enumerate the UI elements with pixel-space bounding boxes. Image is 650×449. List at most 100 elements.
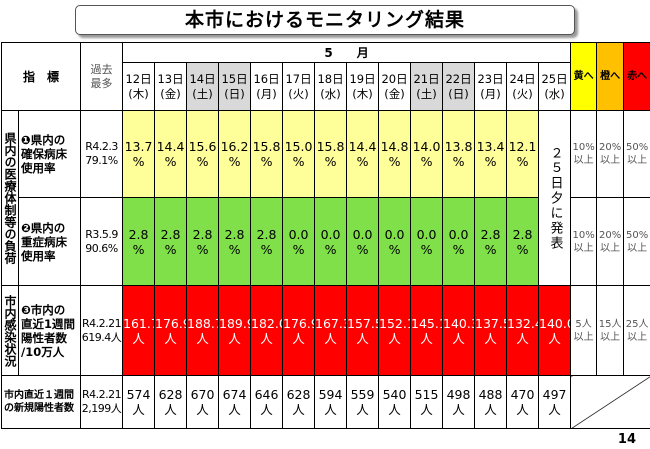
value-cell: 15.8 % [250, 110, 284, 198]
value-cell: 646 人 [250, 375, 284, 429]
value-cell: 167.3 人 [314, 285, 348, 376]
table-row: 市内感染状況 ❸市内の 直近1週間 陽性者数 /10万人 R4.2.21 619.4… [1, 285, 650, 376]
indicator-header: 指 標 [0, 42, 82, 111]
threshold: 10% 以上 [570, 197, 598, 286]
value-cell: 13.7 % [122, 110, 156, 198]
value-cell: 15.8 % [314, 110, 348, 198]
date-weekday: (水) [320, 86, 341, 101]
value-cell: 2.8 % [506, 197, 540, 286]
value-cell: 15.6 % [186, 110, 220, 198]
value-cell: 2.8 % [474, 197, 508, 286]
value-cell: 137.5 人 [474, 285, 508, 376]
date-weekday: (日) [224, 86, 245, 101]
date-header: 23日 (月) [474, 62, 508, 111]
date-weekday: (金) [160, 86, 181, 101]
peak-value: R3.5.9 90.6% [80, 197, 124, 286]
date-header: 14日 (土) [186, 62, 220, 111]
value-cell: 14.4 % [346, 110, 380, 198]
value-cell: 0.0 % [378, 197, 412, 286]
value-cell: 176.9 人 [154, 285, 188, 376]
value-cell: 189.9 人 [218, 285, 252, 376]
date-weekday: (水) [544, 86, 565, 101]
group-label: 市内感染状況 [1, 285, 19, 376]
value-cell: 540 人 [378, 375, 412, 429]
indicator-label: ❸市内の 直近1週間 陽性者数 /10万人 [17, 285, 82, 376]
threshold: 20% 以上 [596, 197, 625, 286]
value-cell: 670 人 [186, 375, 220, 429]
value-cell: 0.0 % [282, 197, 316, 286]
threshold: 15人 以上 [596, 285, 625, 376]
threshold: 20% 以上 [596, 110, 625, 198]
threshold: 50% 以上 [623, 197, 650, 286]
date-header: 18日 (水) [314, 62, 348, 111]
value-cell: 0.0 % [410, 197, 444, 286]
threshold: 50% 以上 [623, 110, 650, 198]
value-cell: 140.3 人 [442, 285, 476, 376]
date-weekday: (木) [128, 86, 149, 101]
page-number: 14 [617, 432, 636, 447]
monitoring-table: 指 標過去 最多 5 月黄へ 橙へ 赤へ 12日 (木) 13日 (金) 14日 (土) 15日 (日… [0, 42, 650, 429]
date-header: 17日 (火) [282, 62, 316, 111]
date-header: 22日 (日) [442, 62, 476, 111]
value-cell: 14.4 % [154, 110, 188, 198]
date-day: 14日 [189, 71, 216, 86]
value-cell: 13.8 % [442, 110, 476, 198]
date-header: 20日 (金) [378, 62, 412, 111]
date-day: 23日 [477, 71, 504, 86]
date-day: 19日 [349, 71, 376, 86]
date-weekday: (火) [288, 86, 309, 101]
value-cell: 16.2 % [218, 110, 252, 198]
month-header: 5 月 [122, 42, 572, 63]
value-cell: 2.8 % [186, 197, 220, 286]
date-weekday: (木) [352, 86, 373, 101]
date-header: 15日 (日) [218, 62, 252, 111]
group-label: 県内の医療体制等の負荷 [1, 110, 19, 286]
threshold: 25人 以上 [623, 285, 650, 376]
blank-diagonal [570, 375, 650, 429]
indicator-label: ❶県内の 確保病床 使用率 [17, 110, 82, 198]
date-day: 13日 [157, 71, 184, 86]
date-day: 20日 [381, 71, 408, 86]
date-weekday: (土) [416, 86, 437, 101]
value-cell: 14.8 % [378, 110, 412, 198]
value-cell: 628 人 [282, 375, 316, 429]
date-weekday: (月) [256, 86, 277, 101]
value-cell: 488 人 [474, 375, 508, 429]
date-day: 15日 [221, 71, 248, 86]
date-weekday: (月) [480, 86, 501, 101]
peak-header: 過去 最多 [80, 42, 124, 111]
value-cell: 145.1 人 [410, 285, 444, 376]
date-header: 25日 (水) [538, 62, 572, 111]
threshold: 10% 以上 [570, 110, 598, 198]
value-cell: 188.7 人 [186, 285, 220, 376]
date-day: 21日 [413, 71, 440, 86]
value-cell: 140.0 人 [538, 285, 572, 376]
date-header: 16日 (月) [250, 62, 284, 111]
value-cell: 14.0 % [410, 110, 444, 198]
announcement-note: ２５日夕に発表 [538, 110, 572, 286]
value-cell: 470 人 [506, 375, 540, 429]
date-header: 24日 (火) [506, 62, 540, 111]
peak-value: R4.2.21 619.4人 [80, 285, 124, 376]
peak-value: R4.2.21 2,199人 [80, 375, 124, 429]
date-day: 12日 [125, 71, 152, 86]
value-cell: 132.4 人 [506, 285, 540, 376]
date-day: 17日 [285, 71, 312, 86]
value-cell: 12.1 % [506, 110, 540, 198]
value-cell: 161.7 人 [122, 285, 156, 376]
date-header: 13日 (金) [154, 62, 188, 111]
value-cell: 559 人 [346, 375, 380, 429]
indicator-label: 市内直近１週間 の新規陽性者数 [0, 375, 82, 429]
group-label-text: 市内感染状況 [3, 294, 17, 367]
date-weekday: (日) [448, 86, 469, 101]
date-day: 24日 [509, 71, 536, 86]
announcement-note-text: ２５日夕に発表 [547, 145, 563, 251]
date-weekday: (土) [192, 86, 213, 101]
value-cell: 152.1 人 [378, 285, 412, 376]
date-day: 22日 [445, 71, 472, 86]
value-cell: 13.4 % [474, 110, 508, 198]
value-cell: 498 人 [442, 375, 476, 429]
date-header: 21日 (土) [410, 62, 444, 111]
